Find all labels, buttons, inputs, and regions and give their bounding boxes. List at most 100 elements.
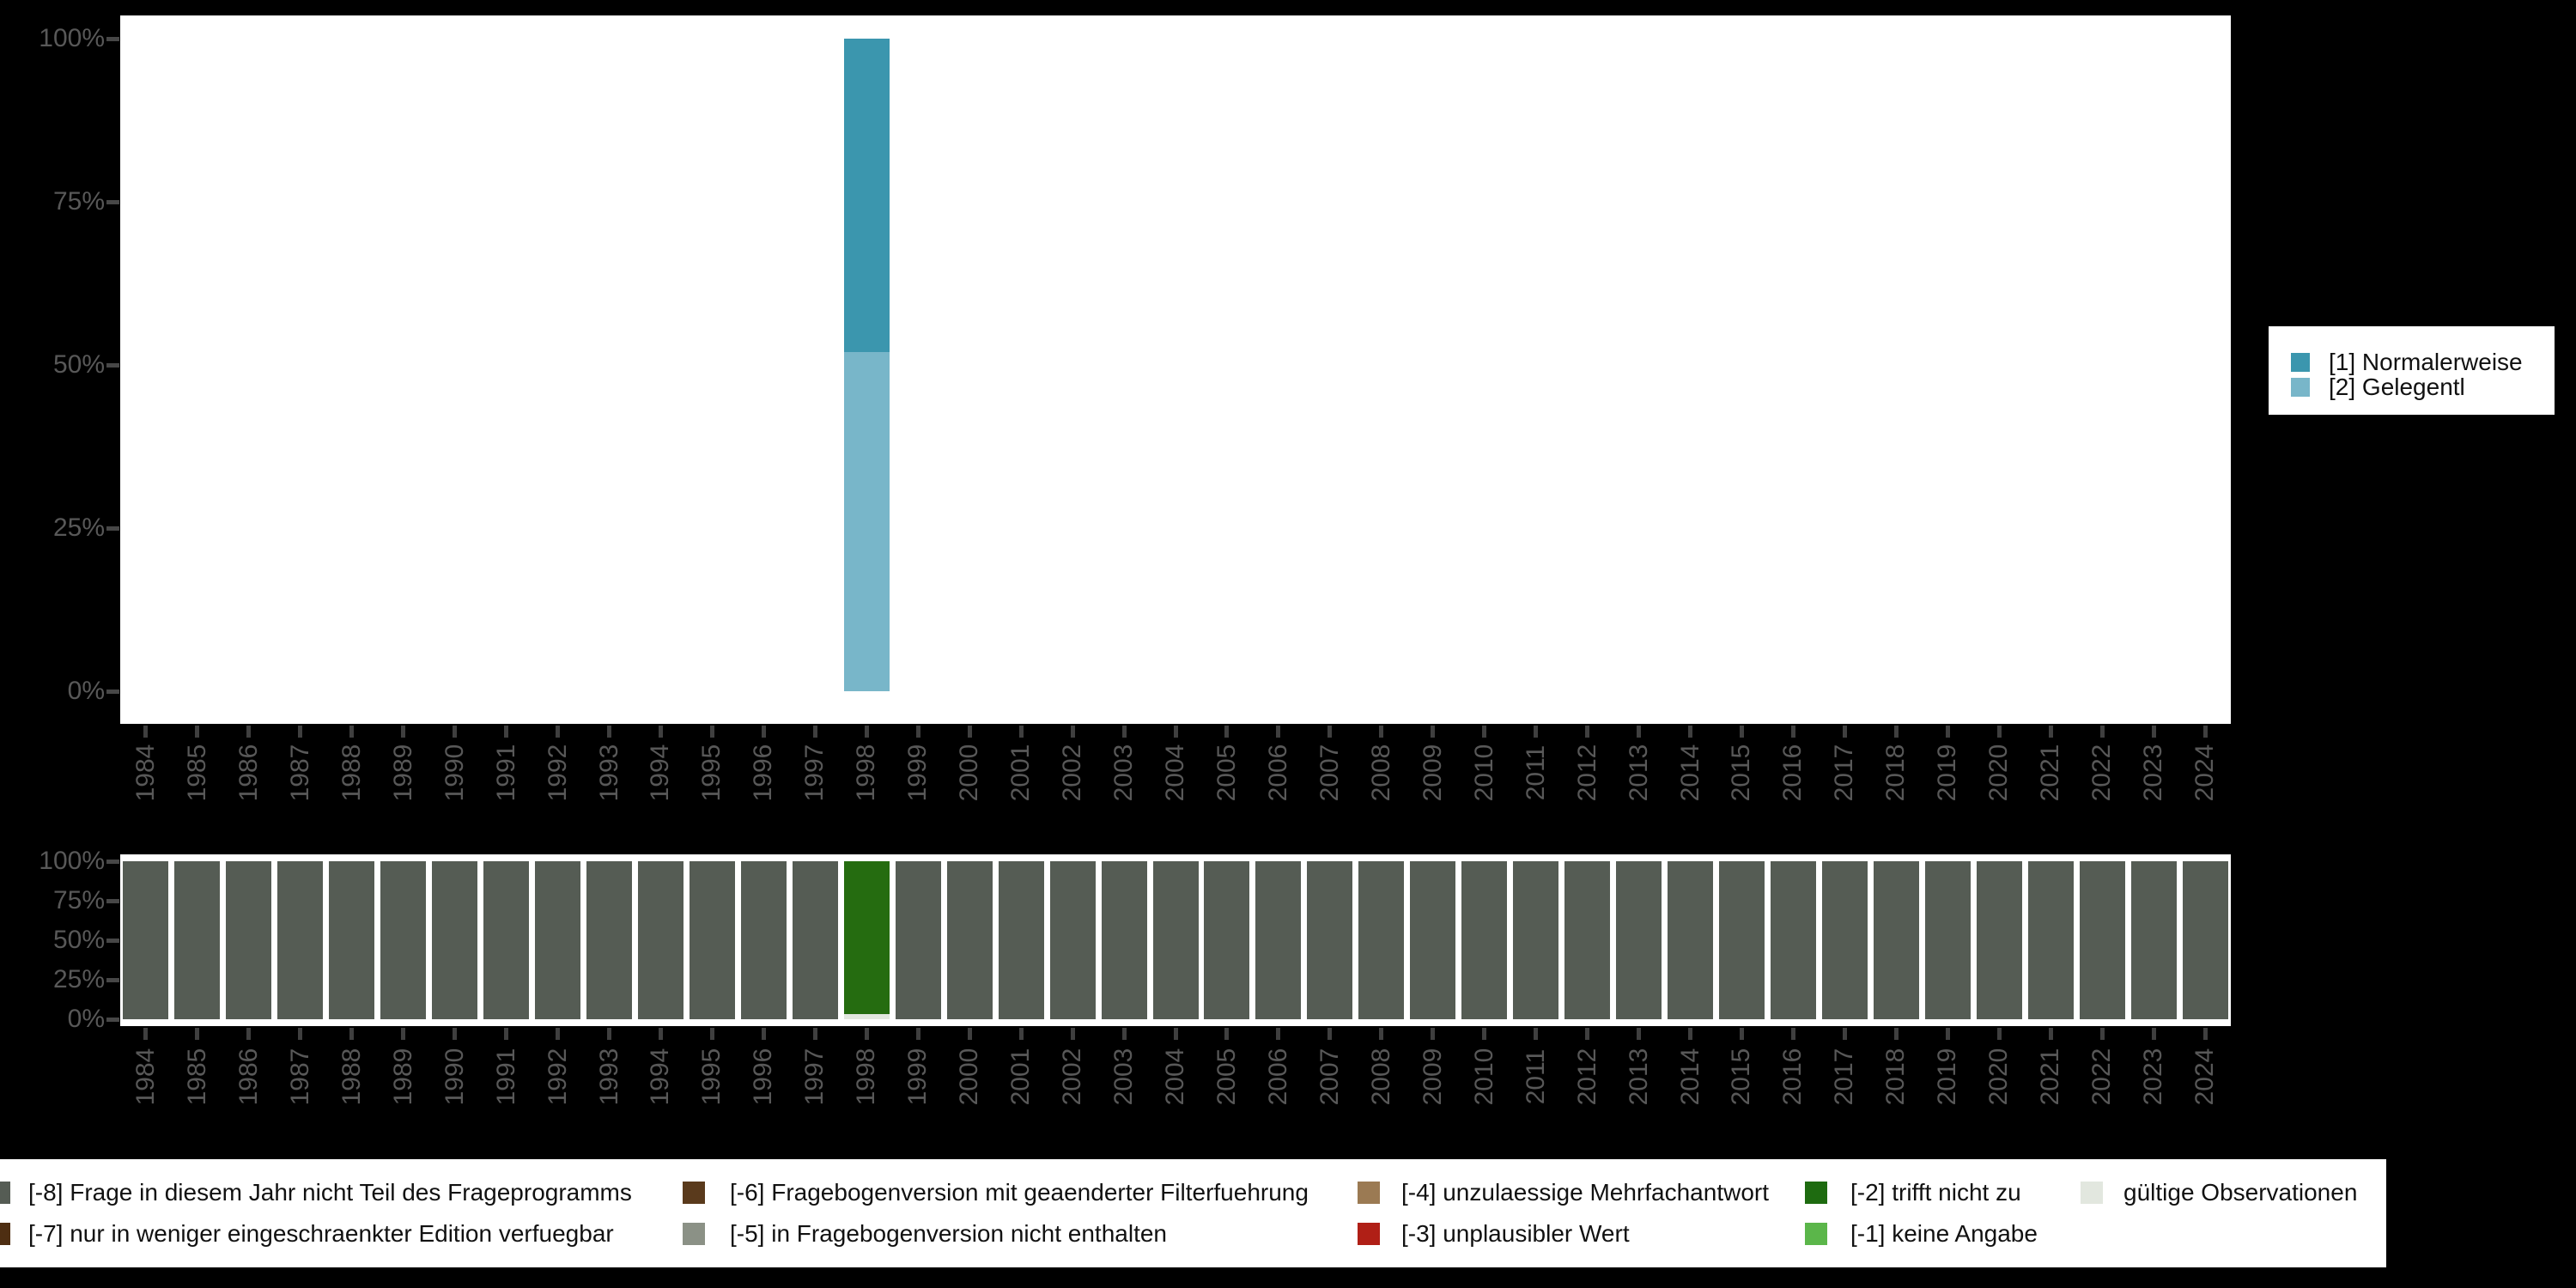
x-axis-tick-mark xyxy=(812,726,817,738)
x-axis-tick-mark xyxy=(1739,1028,1744,1040)
x-axis-tick-label: 2006 xyxy=(1263,1048,1292,1106)
x-axis-tick-label: 2009 xyxy=(1418,1048,1447,1106)
x-axis-tick-mark xyxy=(2151,726,2156,738)
bar-segment-2021 xyxy=(2027,861,2074,1019)
x-axis-tick-mark xyxy=(1482,726,1487,738)
y-axis-tick-mark xyxy=(106,939,119,943)
y-axis-tick-label: 50% xyxy=(52,350,105,379)
y-axis-tick-mark xyxy=(106,978,119,982)
bar-segment-2015 xyxy=(1718,861,1765,1019)
x-axis-tick-mark xyxy=(658,1028,663,1040)
x-axis-tick-mark xyxy=(1534,1028,1539,1040)
bar-segment-1986 xyxy=(226,861,272,1019)
x-axis-tick-label: 2001 xyxy=(1006,744,1036,802)
y-axis-tick-mark xyxy=(106,899,119,903)
x-axis-tick-mark xyxy=(2202,1028,2208,1040)
x-axis-tick-mark xyxy=(1945,726,1950,738)
y-axis-tick-label: 0% xyxy=(67,1005,105,1033)
x-axis-tick-mark xyxy=(1327,726,1333,738)
x-axis-tick-mark xyxy=(1688,1028,1692,1040)
x-axis-tick-label: 2019 xyxy=(1933,744,1962,802)
x-axis-tick-mark xyxy=(1379,1028,1384,1040)
x-axis-tick-mark xyxy=(504,1028,509,1040)
x-axis-tick-label: 2001 xyxy=(1006,1048,1036,1106)
x-axis-tick-mark xyxy=(1790,726,1795,738)
bar-segment-1997 xyxy=(792,861,838,1019)
bar-segment-2024 xyxy=(2182,861,2228,1019)
x-axis-tick-mark xyxy=(1637,726,1642,738)
legend-swatch xyxy=(0,1182,10,1204)
x-axis-tick-label: 2011 xyxy=(1521,1048,1550,1105)
legend-swatch-normalerweise xyxy=(2291,353,2310,372)
x-axis-tick-mark xyxy=(1842,1028,1847,1040)
x-axis-tick-mark xyxy=(2151,1028,2156,1040)
right-legend: [1] Normalerweise [2] Gelegentl xyxy=(2269,326,2555,415)
x-axis-tick-label: 1991 xyxy=(491,1048,520,1106)
x-axis-tick-mark xyxy=(1945,1028,1950,1040)
x-axis-tick-mark xyxy=(1018,726,1024,738)
x-axis-tick-label: 2007 xyxy=(1315,1048,1344,1106)
x-axis-tick-mark xyxy=(246,726,252,738)
x-axis-tick-label: 1994 xyxy=(646,1048,675,1106)
x-axis-tick-mark xyxy=(915,726,920,738)
x-axis-tick-label: 2013 xyxy=(1624,744,1653,802)
x-axis-tick-mark xyxy=(1121,726,1127,738)
y-axis-tick-mark xyxy=(106,363,119,368)
x-axis-tick-label: 1997 xyxy=(800,1048,829,1106)
legend-label: [-7] nur in weniger eingeschraenkter Edi… xyxy=(28,1220,614,1247)
x-axis-tick-mark xyxy=(761,726,766,738)
x-axis-tick-label: 1992 xyxy=(543,744,572,802)
x-axis-tick-label: 1999 xyxy=(903,1048,933,1106)
legend-label: [-6] Fragebogenversion mit geaenderter F… xyxy=(730,1179,1309,1206)
x-axis-tick-mark xyxy=(556,726,561,738)
x-axis-tick-label: 1984 xyxy=(131,1048,160,1106)
legend-label: [-5] in Fragebogenversion nicht enthalte… xyxy=(730,1220,1167,1247)
x-axis-tick-mark xyxy=(864,1028,869,1040)
x-axis-tick-mark xyxy=(349,1028,355,1040)
legend-swatch xyxy=(2081,1182,2103,1204)
legend-swatch xyxy=(0,1223,10,1245)
legend-swatch xyxy=(683,1182,705,1204)
x-axis-tick-label: 2022 xyxy=(2087,744,2117,802)
bar-segment-1988 xyxy=(329,861,375,1019)
x-axis-tick-label: 2021 xyxy=(2036,1048,2065,1106)
x-axis-tick-mark xyxy=(1431,726,1436,738)
y-axis-tick-label: 75% xyxy=(52,187,105,216)
x-axis-tick-mark xyxy=(1739,726,1744,738)
x-axis-tick-label: 2002 xyxy=(1058,744,1087,802)
x-axis-tick-mark xyxy=(1585,1028,1590,1040)
x-axis-tick-label: 2018 xyxy=(1881,744,1911,802)
bar-segment-2013 xyxy=(1616,861,1662,1019)
x-axis-tick-label: 2017 xyxy=(1830,1048,1859,1106)
bar-segment-1998 xyxy=(843,1014,890,1019)
bar-segment-1992 xyxy=(535,861,581,1019)
x-axis-tick-mark xyxy=(1893,1028,1899,1040)
x-axis-tick-label: 1990 xyxy=(440,744,469,802)
x-axis-tick-mark xyxy=(401,726,406,738)
bar-segment-1999 xyxy=(895,861,941,1019)
legend-label: [-3] unplausibler Wert xyxy=(1401,1220,1630,1247)
x-axis-tick-mark xyxy=(2048,1028,2053,1040)
legend-label: gültige Observationen xyxy=(2123,1179,2358,1206)
x-axis-tick-label: 2012 xyxy=(1572,1048,1601,1106)
x-axis-tick-mark xyxy=(1996,726,2002,738)
y-axis-tick-label: 0% xyxy=(67,677,105,705)
x-axis-tick-mark xyxy=(1379,726,1384,738)
x-axis-tick-mark xyxy=(401,1028,406,1040)
x-axis-tick-mark xyxy=(504,726,509,738)
x-axis-tick-label: 2019 xyxy=(1933,1048,1962,1106)
x-axis-tick-mark xyxy=(1276,1028,1281,1040)
bar-segment-1984 xyxy=(123,861,169,1019)
bar-segment-2023 xyxy=(2130,861,2177,1019)
x-axis-tick-mark xyxy=(1224,1028,1230,1040)
y-axis-tick-mark xyxy=(106,200,119,204)
x-axis-tick-mark xyxy=(556,1028,561,1040)
y-axis-tick-mark xyxy=(106,526,119,531)
x-axis-tick-mark xyxy=(195,1028,200,1040)
legend-label: [-8] Frage in diesem Jahr nicht Teil des… xyxy=(28,1179,632,1206)
legend-label-gelegentl: [2] Gelegentl xyxy=(2329,374,2465,400)
x-axis-tick-label: 1991 xyxy=(491,744,520,802)
legend-swatch xyxy=(1358,1223,1380,1245)
x-axis-tick-mark xyxy=(1224,726,1230,738)
x-axis-tick-label: 1996 xyxy=(749,744,778,802)
